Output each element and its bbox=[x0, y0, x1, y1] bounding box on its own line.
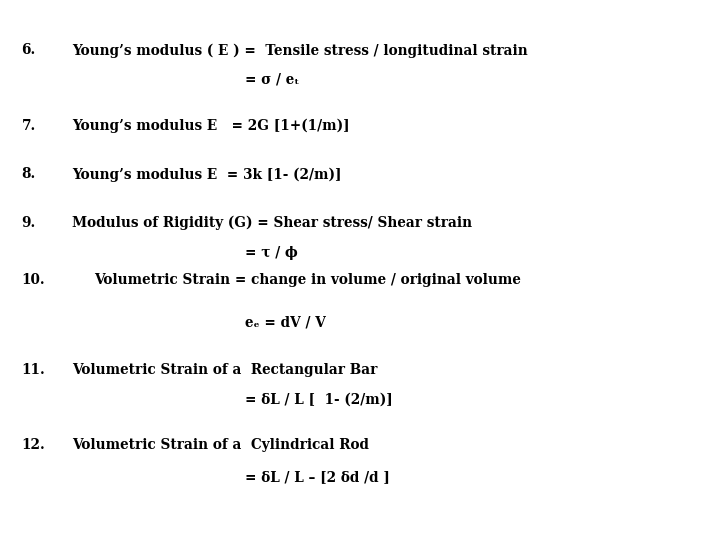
Text: Young’s modulus ( E ) =  Tensile stress / longitudinal strain: Young’s modulus ( E ) = Tensile stress /… bbox=[72, 43, 528, 58]
Text: = δL / L – [2 δd /d ]: = δL / L – [2 δd /d ] bbox=[245, 470, 390, 484]
Text: Volumetric Strain of a  Cylindrical Rod: Volumetric Strain of a Cylindrical Rod bbox=[72, 438, 369, 453]
Text: 9.: 9. bbox=[22, 216, 36, 230]
Text: Modulus of Rigidity (G) = Shear stress/ Shear strain: Modulus of Rigidity (G) = Shear stress/ … bbox=[72, 216, 472, 231]
Text: Volumetric Strain of a  Rectangular Bar: Volumetric Strain of a Rectangular Bar bbox=[72, 363, 377, 377]
Text: Volumetric Strain = change in volume / original volume: Volumetric Strain = change in volume / o… bbox=[94, 273, 521, 287]
Text: Young’s modulus E   = 2G [1+(1/m)]: Young’s modulus E = 2G [1+(1/m)] bbox=[72, 119, 350, 133]
Text: 12.: 12. bbox=[22, 438, 45, 453]
Text: 11.: 11. bbox=[22, 363, 45, 377]
Text: = δL / L [  1- (2/m)]: = δL / L [ 1- (2/m)] bbox=[245, 393, 392, 407]
Text: = σ / eₜ: = σ / eₜ bbox=[245, 73, 300, 87]
Text: Young’s modulus E  = 3k [1- (2/m)]: Young’s modulus E = 3k [1- (2/m)] bbox=[72, 167, 341, 182]
Text: = τ / ϕ: = τ / ϕ bbox=[245, 246, 297, 260]
Text: 6.: 6. bbox=[22, 43, 36, 57]
Text: eₑ = dV / V: eₑ = dV / V bbox=[245, 316, 325, 330]
Text: 8.: 8. bbox=[22, 167, 36, 181]
Text: 10.: 10. bbox=[22, 273, 45, 287]
Text: 7.: 7. bbox=[22, 119, 36, 133]
